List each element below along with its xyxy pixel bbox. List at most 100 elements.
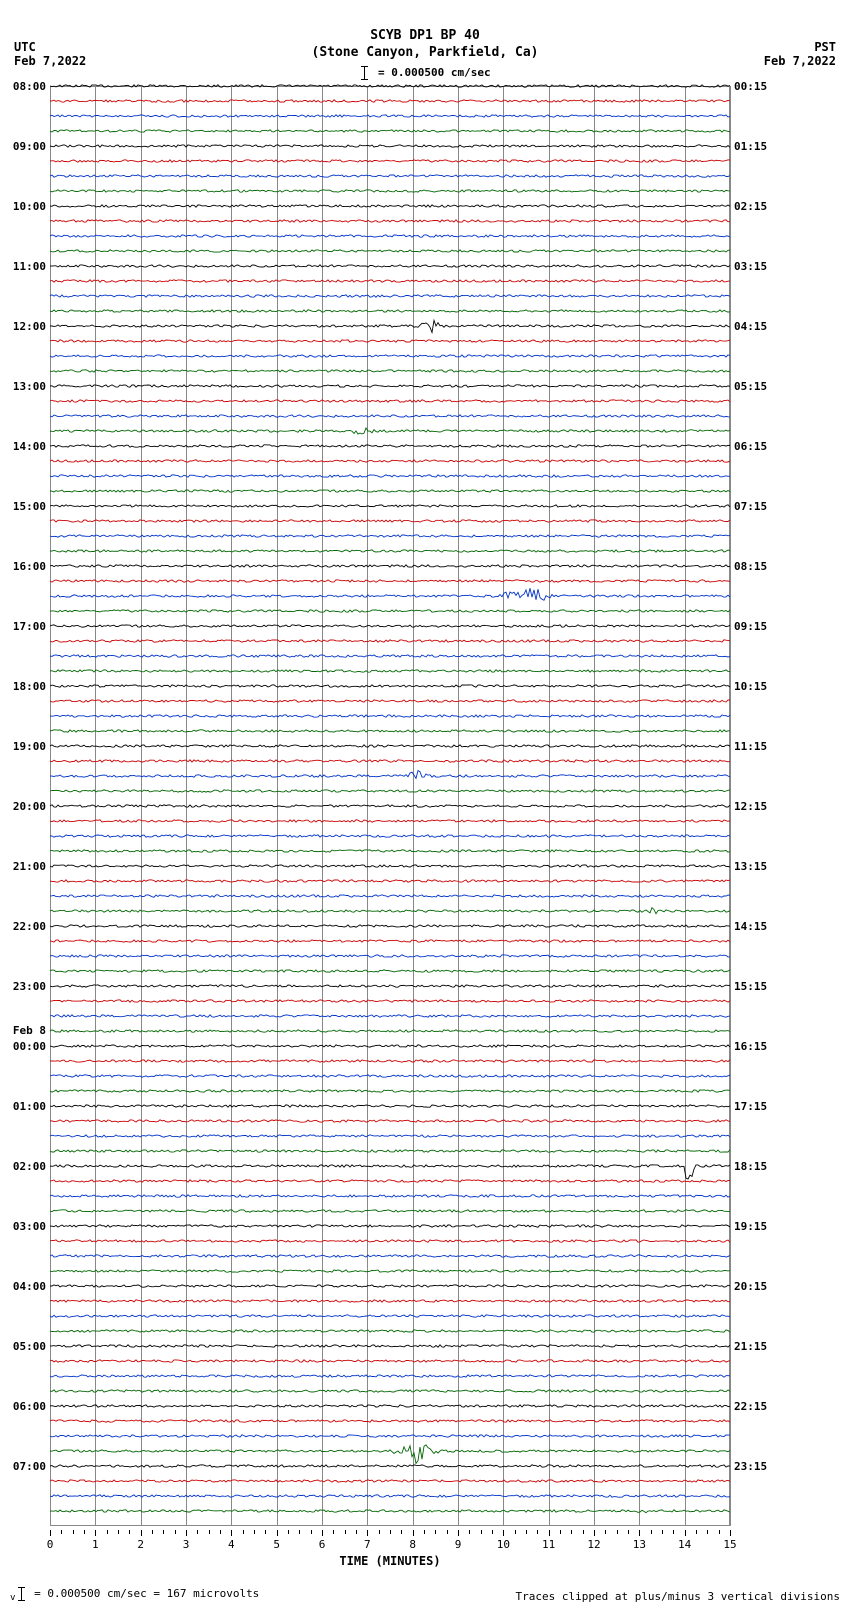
xaxis-tick-major [685,1530,686,1536]
pst-time-label: 16:15 [730,1040,767,1053]
xaxis-tick-minor [401,1530,402,1534]
x-axis-title: TIME (MINUTES) [50,1554,730,1568]
xaxis-tick-minor [209,1530,210,1534]
utc-time-label: 06:00 [13,1400,50,1413]
xaxis-tick-label: 4 [228,1538,235,1551]
xaxis-tick-label: 10 [497,1538,510,1551]
xaxis-tick-minor [243,1530,244,1534]
utc-time-label: 05:00 [13,1340,50,1353]
pst-time-label: 03:15 [730,260,767,273]
utc-time-label: 15:00 [13,500,50,513]
pst-time-label: 22:15 [730,1400,767,1413]
pst-time-label: 00:15 [730,80,767,93]
xaxis-tick-minor [379,1530,380,1534]
xaxis-tick-minor [651,1530,652,1534]
pst-time-label: 08:15 [730,560,767,573]
footer-right-text: Traces clipped at plus/minus 3 vertical … [515,1590,840,1603]
xaxis-tick-minor [560,1530,561,1534]
xaxis-tick-minor [515,1530,516,1534]
pst-time-label: 09:15 [730,620,767,633]
footer-left-text: = 0.000500 cm/sec = 167 microvolts [34,1587,259,1600]
xaxis-tick-minor [435,1530,436,1534]
xaxis-tick-minor [628,1530,629,1534]
xaxis-tick-major [141,1530,142,1536]
utc-time-label: 19:00 [13,740,50,753]
xaxis-tick-minor [311,1530,312,1534]
xaxis-tick-label: 7 [364,1538,371,1551]
xaxis-tick-minor [469,1530,470,1534]
pst-time-label: 05:15 [730,380,767,393]
pst-time-label: 19:15 [730,1220,767,1233]
xaxis-tick-minor [152,1530,153,1534]
xaxis-tick-minor [719,1530,720,1534]
xaxis-tick-minor [583,1530,584,1534]
utc-time-label: 13:00 [13,380,50,393]
xaxis-tick-label: 12 [587,1538,600,1551]
xaxis-tick-minor [526,1530,527,1534]
xaxis-tick-major [594,1530,595,1536]
xaxis-tick-minor [662,1530,663,1534]
xaxis-tick-label: 14 [678,1538,691,1551]
xaxis-tick-minor [390,1530,391,1534]
utc-time-label: 12:00 [13,320,50,333]
xaxis-tick-label: 1 [92,1538,99,1551]
xaxis-tick-major [503,1530,504,1536]
xaxis-tick-minor [707,1530,708,1534]
pst-time-label: 15:15 [730,980,767,993]
station-subtitle: (Stone Canyon, Parkfield, Ca) [0,45,850,62]
utc-time-label: 10:00 [13,200,50,213]
utc-time-label: 18:00 [13,680,50,693]
footer-left: v = 0.000500 cm/sec = 167 microvolts [10,1587,259,1603]
xaxis-tick-major [277,1530,278,1536]
xaxis-tick-minor [447,1530,448,1534]
xaxis-tick-minor [61,1530,62,1534]
pst-time-label: 13:15 [730,860,767,873]
xaxis-tick-minor [220,1530,221,1534]
utc-time-label: 14:00 [13,440,50,453]
xaxis-tick-minor [696,1530,697,1534]
xaxis-tick-minor [605,1530,606,1534]
xaxis-tick-minor [118,1530,119,1534]
pst-time-label: 01:15 [730,140,767,153]
pst-time-label: 18:15 [730,1160,767,1173]
xaxis-tick-minor [356,1530,357,1534]
utc-time-label: 17:00 [13,620,50,633]
pst-time-label: 20:15 [730,1280,767,1293]
xaxis-tick-major [322,1530,323,1536]
utc-time-label: 02:00 [13,1160,50,1173]
xaxis-tick-major [549,1530,550,1536]
xaxis-tick-major [50,1530,51,1536]
utc-time-label: 01:00 [13,1100,50,1113]
xaxis-tick-major [95,1530,96,1536]
footer-bar-icon [18,1587,26,1601]
pst-time-label: 23:15 [730,1460,767,1473]
xaxis-tick-major [367,1530,368,1536]
tz-right-date: Feb 7,2022 [764,54,836,68]
xaxis-tick-label: 13 [633,1538,646,1551]
utc-time-label: 00:00 [13,1040,50,1053]
utc-time-label: 07:00 [13,1460,50,1473]
tz-left: UTC Feb 7,2022 [14,40,86,68]
xaxis-tick-minor [107,1530,108,1534]
tz-right: PST Feb 7,2022 [764,40,836,68]
xaxis-tick-minor [481,1530,482,1534]
pst-time-label: 11:15 [730,740,767,753]
trace-line [50,1491,730,1531]
xaxis-tick-minor [129,1530,130,1534]
utc-time-label: 21:00 [13,860,50,873]
xaxis-tick-label: 15 [723,1538,736,1551]
xaxis-tick-label: 5 [273,1538,280,1551]
utc-time-label: 09:00 [13,140,50,153]
xaxis-tick-minor [163,1530,164,1534]
xaxis-tick-minor [265,1530,266,1534]
pst-time-label: 14:15 [730,920,767,933]
xaxis-tick-minor [333,1530,334,1534]
xaxis-tick-minor [424,1530,425,1534]
xaxis-tick-minor [571,1530,572,1534]
xaxis-tick-major [458,1530,459,1536]
xaxis-tick-major [413,1530,414,1536]
xaxis-tick-minor [673,1530,674,1534]
pst-time-label: 06:15 [730,440,767,453]
xaxis-tick-label: 8 [409,1538,416,1551]
xaxis-tick-minor [299,1530,300,1534]
